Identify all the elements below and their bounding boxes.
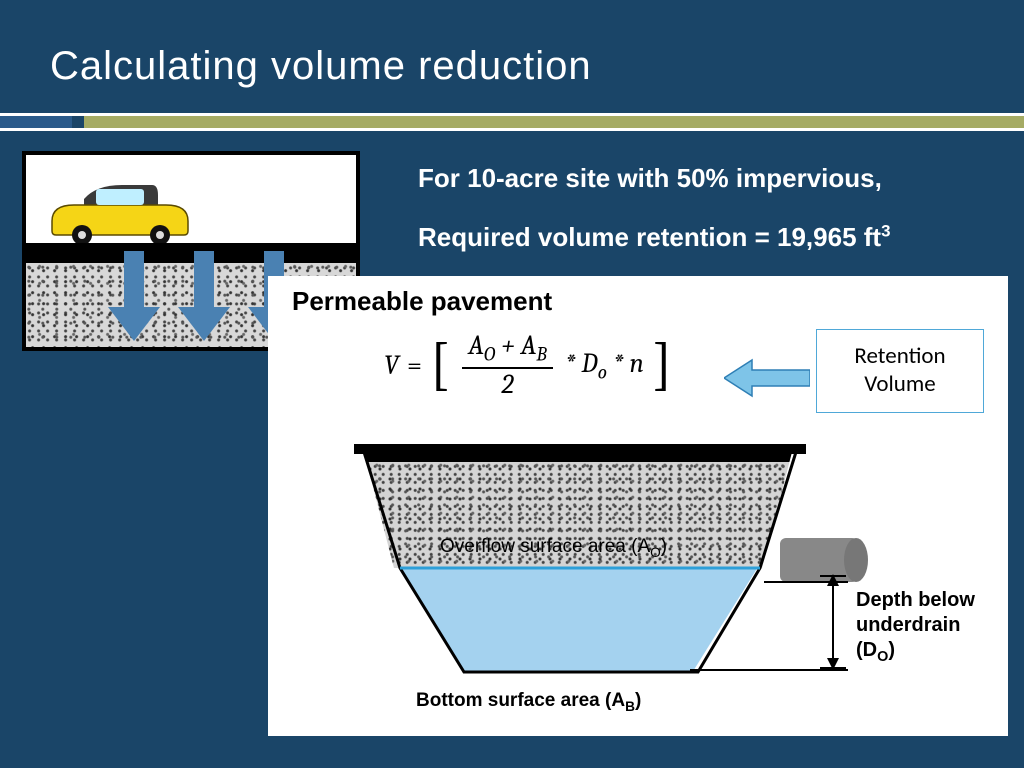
body-line-2: Required volume retention = 19,965 ft3 — [418, 220, 994, 255]
retention-formula: V = [ AO + AB 2 * Do * n ] — [384, 332, 672, 399]
depth-label: Depth below underdrain (DO) — [856, 588, 1000, 666]
bottom-area-label: Bottom surface area (AB) — [416, 690, 641, 714]
underdrain-pipe-icon — [780, 538, 858, 582]
accent-olive-bar — [84, 116, 1024, 128]
overflow-area-label: Overflow surface area (AO) — [440, 536, 667, 560]
water-level-extension-line — [764, 580, 848, 584]
panel-title: Permeable pavement — [292, 286, 552, 317]
cross-section-diagram: Overflow surface area (AO) Bottom surfac… — [310, 436, 1000, 736]
diagram-panel: Permeable pavement V = [ AO + AB 2 * Do … — [268, 276, 1008, 736]
water-storage-region — [398, 567, 758, 671]
body-text: For 10-acre site with 50% impervious, Re… — [418, 161, 994, 255]
bottom-extension-line — [690, 668, 848, 672]
content-area: For 10-acre site with 50% impervious, Re… — [0, 131, 1024, 759]
infiltration-arrow-icon — [108, 251, 160, 349]
depth-arrow-icon — [820, 574, 846, 670]
infiltration-arrow-icon — [178, 251, 230, 349]
slide-title: Calculating volume reduction — [0, 0, 1024, 113]
accent-blue-chip — [0, 116, 72, 128]
accent-divider — [0, 113, 1024, 131]
body-line-1: For 10-acre site with 50% impervious, — [418, 161, 994, 196]
car-icon — [44, 181, 194, 243]
callout-arrow-icon — [724, 358, 810, 398]
retention-volume-callout: Retention Volume — [816, 329, 984, 413]
